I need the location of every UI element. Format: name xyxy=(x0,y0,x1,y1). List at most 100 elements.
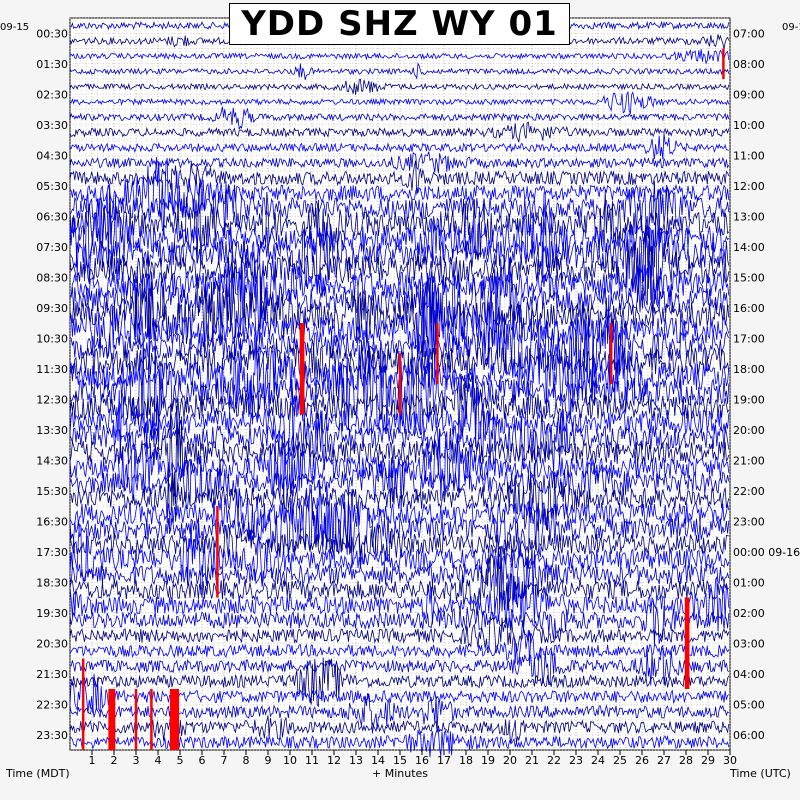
clipped-signal-block xyxy=(170,689,179,750)
left-tick-label: 12:30 xyxy=(36,393,68,406)
x-tick-label: 19 xyxy=(481,754,495,767)
seismic-trace xyxy=(69,597,730,647)
x-tick-label: 30 xyxy=(723,754,737,767)
seismic-trace xyxy=(69,693,730,734)
seismic-trace xyxy=(69,121,730,143)
left-tick-label: 00:30 xyxy=(36,27,68,40)
x-tick-label: 4 xyxy=(155,754,162,767)
left-tick-label: 10:30 xyxy=(36,332,68,345)
seismic-trace xyxy=(69,728,730,758)
x-tick-label: 2 xyxy=(111,754,118,767)
right-axis-label: Time (UTC) xyxy=(729,767,791,780)
right-tick-label: 18:00 xyxy=(733,363,765,376)
seismic-trace xyxy=(69,91,730,115)
left-tick-label: 02:30 xyxy=(36,88,68,101)
left-tick-label: 14:30 xyxy=(36,454,68,467)
clipped-signal-block xyxy=(108,689,116,750)
left-axis-label: Time (MDT) xyxy=(5,767,70,780)
right-tick-label: 11:00 xyxy=(733,149,765,162)
seismic-trace xyxy=(69,616,730,654)
right-tick-label: 03:00 xyxy=(733,637,765,650)
date-left-label: 09-15 xyxy=(0,22,29,33)
right-tick-label: 00:00 09-16 xyxy=(733,546,800,559)
seismic-trace xyxy=(69,544,730,605)
x-tick-label: 1 xyxy=(89,754,96,767)
seismic-trace xyxy=(69,251,730,346)
left-tick-label: 13:30 xyxy=(36,424,68,437)
left-tick-label: 07:30 xyxy=(36,241,68,254)
left-tick-label: 21:30 xyxy=(36,668,68,681)
seismic-trace xyxy=(69,713,730,744)
left-tick-label: 19:30 xyxy=(36,607,68,620)
seismic-trace xyxy=(69,544,730,617)
x-tick-label: 20 xyxy=(503,754,517,767)
seismic-trace xyxy=(69,241,730,330)
x-tick-label: 9 xyxy=(265,754,272,767)
right-tick-label: 19:00 xyxy=(733,393,765,406)
right-tick-label: 14:00 xyxy=(733,241,765,254)
right-tick-label: 01:00 xyxy=(733,576,765,589)
right-tick-label: 08:00 xyxy=(733,58,765,71)
left-tick-label: 15:30 xyxy=(36,485,68,498)
left-tick-label: 23:30 xyxy=(36,729,68,742)
left-tick-label: 18:30 xyxy=(36,576,68,589)
seismic-trace xyxy=(69,218,730,296)
seismic-trace xyxy=(69,280,730,386)
seismic-trace xyxy=(69,160,730,195)
x-tick-label: 22 xyxy=(547,754,561,767)
x-tick-label: 29 xyxy=(701,754,715,767)
x-tick-label: 25 xyxy=(613,754,627,767)
x-tick-label: 28 xyxy=(679,754,693,767)
left-tick-label: 11:30 xyxy=(36,363,68,376)
right-tick-label: 15:00 xyxy=(733,271,765,284)
right-tick-label: 16:00 xyxy=(733,302,765,315)
x-tick-label: 13 xyxy=(349,754,363,767)
x-tick-label: 6 xyxy=(199,754,206,767)
seismic-trace xyxy=(69,455,730,511)
x-tick-label: 21 xyxy=(525,754,539,767)
seismic-trace xyxy=(69,575,730,632)
seismic-trace xyxy=(69,276,730,358)
seismic-trace xyxy=(69,62,730,80)
right-tick-label: 07:00 xyxy=(733,27,765,40)
seismic-trace xyxy=(69,524,729,563)
seismic-trace xyxy=(69,673,730,714)
right-tick-label: 09:00 xyxy=(733,88,765,101)
seismic-trace xyxy=(69,492,730,569)
x-tick-label: 15 xyxy=(393,754,407,767)
x-tick-label: 12 xyxy=(327,754,341,767)
right-tick-label: 02:00 xyxy=(733,607,765,620)
seismic-trace xyxy=(69,132,729,160)
seismic-trace xyxy=(69,48,730,65)
seismic-trace xyxy=(69,462,730,532)
seismic-trace xyxy=(69,523,730,595)
left-tick-label: 06:30 xyxy=(36,210,68,223)
seismic-trace xyxy=(69,156,730,236)
right-tick-label: 04:00 xyxy=(733,668,765,681)
x-tick-label: 27 xyxy=(657,754,671,767)
left-tick-label: 04:30 xyxy=(36,149,68,162)
left-tick-label: 01:30 xyxy=(36,58,68,71)
date-right-label: 09-1 xyxy=(782,22,800,33)
x-axis-label: + Minutes xyxy=(372,767,428,780)
right-tick-label: 12:00 xyxy=(733,180,765,193)
right-tick-label: 22:00 xyxy=(733,485,765,498)
x-tick-label: 10 xyxy=(283,754,297,767)
right-tick-label: 17:00 xyxy=(733,332,765,345)
seismic-trace xyxy=(69,644,730,686)
x-tick-label: 11 xyxy=(305,754,319,767)
left-tick-label: 16:30 xyxy=(36,515,68,528)
left-tick-label: 03:30 xyxy=(36,119,68,132)
right-tick-label: 21:00 xyxy=(733,454,765,467)
x-tick-label: 24 xyxy=(591,754,605,767)
x-tick-label: 5 xyxy=(177,754,184,767)
left-tick-label: 08:30 xyxy=(36,271,68,284)
x-tick-label: 3 xyxy=(133,754,140,767)
left-tick-label: 20:30 xyxy=(36,637,68,650)
right-tick-label: 20:00 xyxy=(733,424,765,437)
x-tick-label: 8 xyxy=(243,754,250,767)
x-tick-label: 17 xyxy=(437,754,451,767)
left-tick-label: 09:30 xyxy=(36,302,68,315)
seismic-trace xyxy=(69,479,730,547)
